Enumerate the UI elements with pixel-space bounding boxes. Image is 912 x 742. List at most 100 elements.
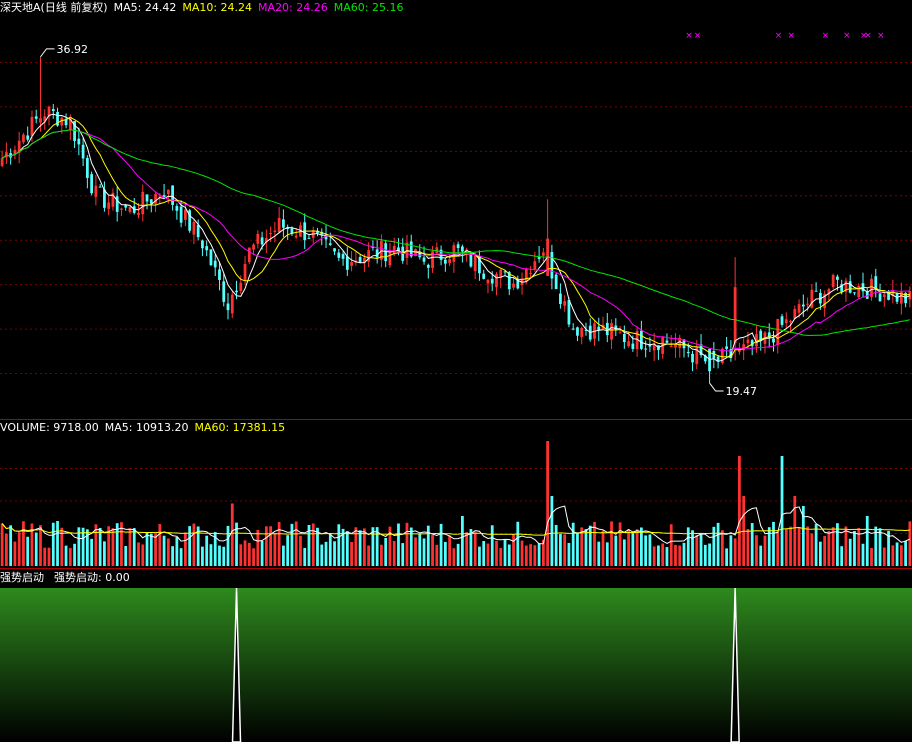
- volume-bar: [30, 523, 34, 566]
- volume-bar: [678, 545, 682, 566]
- volume-bar: [853, 530, 856, 566]
- volume-bar: [738, 456, 741, 566]
- volume-bar: [776, 531, 780, 566]
- candle-body: [162, 195, 166, 198]
- candle-body: [73, 121, 76, 141]
- volume-bar: [303, 547, 307, 566]
- candle-body: [537, 256, 541, 260]
- volume-bar: [56, 521, 59, 566]
- volume-bar: [328, 534, 332, 566]
- signal-marker: ×: [822, 31, 830, 41]
- candle-body: [755, 334, 758, 347]
- volume-bar: [350, 541, 353, 566]
- candle-body: [857, 285, 861, 298]
- volume-bar: [627, 529, 630, 566]
- candle-body: [554, 274, 558, 290]
- candle-body: [230, 294, 234, 314]
- volume-bar: [222, 546, 226, 566]
- candle-body: [235, 290, 238, 293]
- volume-bar: [128, 528, 132, 566]
- volume-bar: [443, 541, 447, 566]
- volume-bar: [392, 541, 396, 566]
- volume-bar: [307, 524, 311, 566]
- volume-bar: [375, 527, 379, 566]
- candle-body: [103, 189, 106, 208]
- volume-bar: [239, 544, 243, 566]
- ma20-label: MA20: 24.26: [258, 1, 328, 14]
- volume-bar: [124, 545, 128, 566]
- volume-bar: [401, 543, 405, 566]
- candle-body: [115, 196, 119, 212]
- candle-body: [759, 330, 763, 341]
- volume-bar: [576, 532, 579, 566]
- volume-bar: [473, 532, 477, 566]
- candle-body: [725, 346, 729, 349]
- candle-body: [597, 326, 601, 331]
- candle-body: [141, 191, 145, 215]
- volume-bar: [103, 541, 106, 566]
- candle-body: [22, 134, 25, 143]
- candle-body: [145, 194, 149, 202]
- volume-bar: [899, 545, 903, 566]
- volume-bar: [644, 535, 648, 566]
- candle-body: [222, 281, 226, 302]
- candle-body: [831, 274, 835, 288]
- volume-bar: [772, 521, 775, 566]
- candle-body: [882, 294, 886, 297]
- volume-bar: [546, 441, 550, 566]
- volume-bar: [580, 527, 584, 566]
- candle-body: [435, 247, 439, 253]
- volume-bar: [848, 538, 852, 566]
- volume-bar: [780, 456, 784, 566]
- high-price-label-pointer: [40, 48, 55, 58]
- volume-bar: [235, 522, 238, 566]
- candle-body: [226, 303, 230, 311]
- volume-bar: [371, 527, 375, 566]
- volume-bar: [729, 535, 733, 566]
- candle-body: [26, 135, 30, 140]
- volume-bar: [665, 547, 669, 566]
- candle-body: [282, 219, 285, 228]
- volume-bar: [120, 522, 123, 566]
- volume-bar: [657, 545, 660, 566]
- candle-body: [124, 205, 128, 208]
- candle-body: [524, 268, 528, 282]
- volume-bar: [316, 527, 319, 566]
- volume-ma60-label: MA60: 17381.15: [194, 421, 286, 434]
- candle-body: [899, 291, 903, 304]
- ma20-line: [1, 129, 910, 352]
- volume-bar: [162, 535, 166, 566]
- volume-bar: [183, 532, 187, 566]
- candle-body: [43, 116, 47, 122]
- signal-marker: ×: [843, 31, 851, 41]
- volume-bar: [405, 522, 409, 566]
- volume-bar: [175, 536, 179, 566]
- volume-bar: [243, 540, 247, 566]
- volume-bar: [661, 543, 665, 566]
- volume-bar: [414, 537, 417, 566]
- candle-body: [371, 246, 375, 248]
- candle-body: [205, 246, 209, 251]
- candle-body: [277, 217, 281, 233]
- candle-body: [865, 291, 869, 299]
- candle-body: [367, 250, 371, 262]
- candle-body: [158, 196, 162, 198]
- candle-body: [358, 257, 362, 263]
- candle-body: [316, 230, 319, 233]
- candle-body: [81, 144, 85, 159]
- volume-bar: [789, 526, 792, 566]
- candle-body: [375, 249, 379, 258]
- volume-bar: [264, 526, 268, 566]
- volume-bar: [34, 532, 38, 566]
- candle-body: [213, 260, 217, 268]
- candle-body: [392, 245, 396, 254]
- candle-body: [345, 256, 349, 270]
- volume-bar: [814, 524, 818, 566]
- volume-bar: [601, 530, 605, 566]
- price-header: 深天地A(日线 前复权) MA5: 24.42 MA10: 24.24 MA20: 2…: [0, 0, 409, 16]
- volume-bar: [874, 526, 878, 566]
- candle-body: [273, 230, 277, 233]
- candle-body: [703, 355, 707, 362]
- volume-bar: [290, 523, 294, 566]
- volume-bar: [294, 521, 298, 566]
